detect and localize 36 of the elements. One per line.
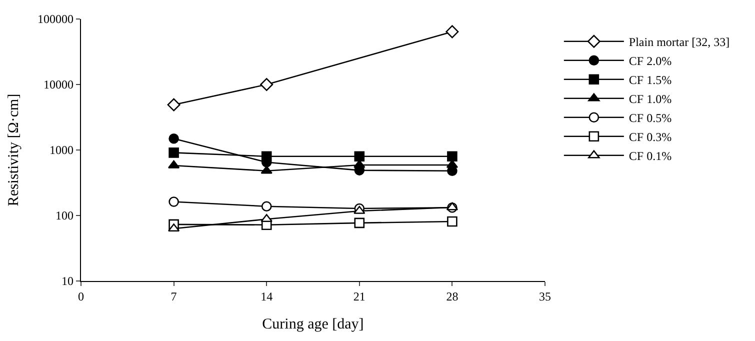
point xyxy=(354,218,365,228)
point xyxy=(167,98,180,112)
y-tick-label: 10 xyxy=(62,274,74,288)
point xyxy=(168,134,179,144)
legend-label: CF 2.0% xyxy=(628,54,672,68)
point xyxy=(260,78,274,91)
point xyxy=(261,151,272,162)
y-tick-label: 1000 xyxy=(50,143,74,158)
legend-label: CF 0.5% xyxy=(628,111,672,126)
legend-label: CF 1.5% xyxy=(628,73,672,88)
point xyxy=(168,223,180,232)
point xyxy=(446,25,459,38)
point xyxy=(354,206,366,214)
point xyxy=(260,214,272,222)
point xyxy=(168,196,179,207)
x-tick-label: 35 xyxy=(539,290,551,304)
x-tick-label: 7 xyxy=(170,290,177,304)
point xyxy=(354,151,365,162)
legend-label: Plain mortar [32, 33] xyxy=(628,35,730,50)
point xyxy=(168,148,179,158)
y-tick-label: 100000 xyxy=(38,12,74,26)
x-tick-label: 21 xyxy=(353,290,366,304)
legend-label: CF 0.3% xyxy=(628,130,672,144)
x-tick-label: 14 xyxy=(260,290,273,304)
x-axis-title: Curing age [day] xyxy=(262,316,364,332)
y-axis-title: Resistivity [Ω·cm] xyxy=(6,94,22,206)
point xyxy=(447,216,458,227)
legend-label: CF 0.1% xyxy=(628,149,672,164)
legend-label: CF 1.0% xyxy=(628,92,672,106)
y-tick-label: 100 xyxy=(56,208,74,223)
x-tick-label: 0 xyxy=(78,290,84,304)
point xyxy=(261,201,272,212)
x-tick-label: 28 xyxy=(446,290,458,304)
point xyxy=(260,166,272,174)
point xyxy=(447,151,458,162)
y-tick-label: 10000 xyxy=(44,78,74,92)
